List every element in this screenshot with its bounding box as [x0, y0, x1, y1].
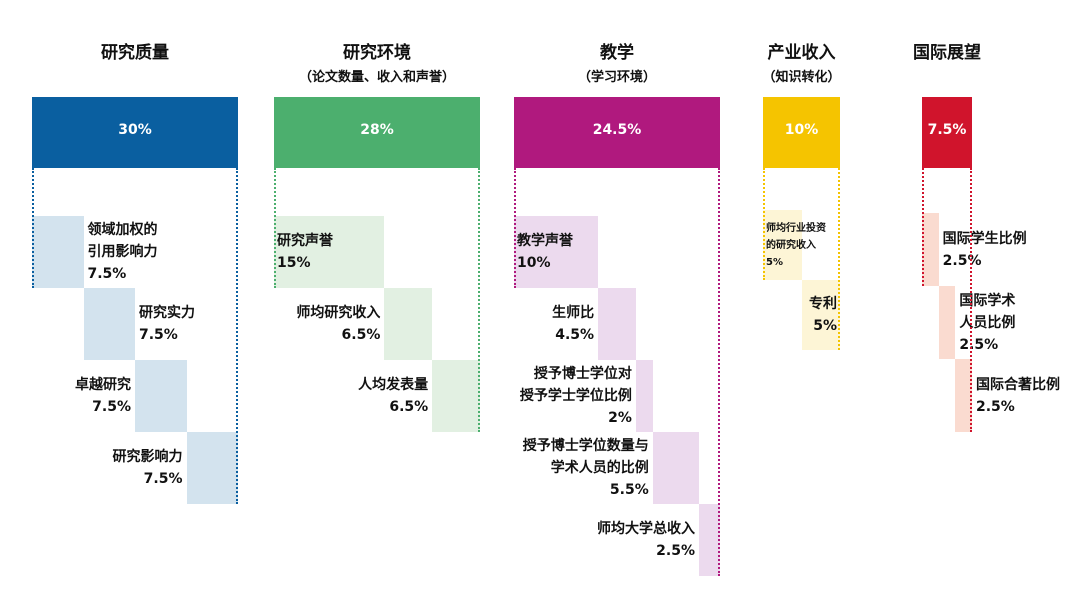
pillar-title: 产业收入 — [767, 43, 836, 63]
pillar-box — [274, 97, 480, 168]
item-label: 引用影响力 — [87, 244, 158, 260]
pillar-weight: 24.5% — [592, 122, 642, 138]
item-box — [763, 210, 802, 280]
item-label: 国际学术 — [959, 292, 1016, 309]
item-label: 授予学士学位比例 — [519, 388, 632, 404]
item-weight: 6.5% — [389, 399, 429, 415]
dotted-line — [32, 168, 34, 288]
item-box — [801, 280, 840, 350]
item-label: 师均研究收入 — [296, 305, 381, 321]
item-label: 的研究收入 — [766, 239, 816, 251]
item-label: 人均发表量 — [358, 377, 429, 393]
dotted-line — [838, 168, 840, 350]
pillar-weight: 30% — [118, 122, 152, 138]
pillar-subtitle: （知识转化） — [762, 70, 841, 85]
item-label: 师均行业投资 — [766, 222, 826, 234]
item-label: 研究声誉 — [277, 233, 333, 249]
item-box — [922, 213, 939, 286]
pillar-subtitle: （学习环境） — [577, 70, 656, 85]
item-weight: 5.5% — [609, 482, 649, 498]
pillar-weight: 10% — [784, 122, 819, 138]
pillar-title: 研究环境 — [343, 43, 411, 63]
item-label: 人员比例 — [959, 314, 1016, 331]
item-weight: 10% — [517, 255, 551, 271]
item-box — [135, 360, 187, 432]
item-label: 领域加权的 — [87, 222, 158, 238]
dotted-line — [718, 168, 720, 576]
dotted-line — [478, 168, 480, 432]
item-box — [186, 432, 238, 504]
item-box — [652, 432, 699, 504]
item-weight: 2.5% — [959, 336, 999, 353]
item-weight: 7.5% — [139, 327, 178, 343]
item-box — [32, 216, 84, 288]
pillar-subtitle: （论文数量、收入和声誉） — [298, 70, 455, 85]
item-label: 授予博士学位数量与 — [522, 438, 649, 454]
item-weight: 2.5% — [942, 252, 982, 269]
item-box — [514, 216, 599, 288]
pillar-title: 国际展望 — [913, 43, 981, 63]
item-box — [274, 216, 385, 288]
pillar-weight: 28% — [360, 122, 394, 138]
item-label: 国际合著比例 — [976, 376, 1060, 393]
item-weight: 7.5% — [87, 266, 127, 282]
item-weight: 2% — [608, 410, 632, 426]
dotted-line — [236, 168, 238, 504]
item-weight: 6.5% — [341, 327, 381, 343]
pillar-title: 教学 — [600, 43, 634, 63]
item-weight: 5% — [813, 318, 837, 334]
dotted-line — [514, 168, 516, 288]
item-label: 生师比 — [552, 305, 595, 321]
pillar-box — [922, 97, 972, 168]
pillar-weight: 7.5% — [927, 122, 967, 138]
pillar-box — [32, 97, 238, 168]
item-label: 卓越研究 — [75, 377, 131, 393]
item-weight: 4.5% — [555, 327, 595, 343]
item-label: 教学声誉 — [517, 233, 573, 249]
item-box — [384, 288, 433, 360]
item-label: 学术人员的比例 — [550, 460, 649, 476]
item-weight: 15% — [277, 255, 311, 271]
item-weight: 7.5% — [143, 471, 183, 487]
dotted-line — [763, 168, 765, 280]
pillar-box — [763, 97, 840, 168]
item-weight: 7.5% — [92, 399, 131, 415]
dotted-line — [970, 168, 972, 432]
item-box — [432, 360, 480, 432]
item-box — [955, 359, 972, 432]
item-label: 师均大学总收入 — [596, 521, 695, 537]
pillar-box — [514, 97, 720, 168]
item-box — [938, 286, 956, 359]
item-weight: 5% — [766, 256, 783, 268]
item-label: 授予博士学位对 — [533, 366, 632, 382]
item-label: 国际学生比例 — [942, 230, 1027, 247]
item-label: 研究实力 — [139, 305, 195, 321]
item-weight: 2.5% — [656, 543, 695, 559]
item-box — [635, 360, 653, 432]
item-weight: 2.5% — [976, 398, 1015, 415]
pillar-title: 研究质量 — [101, 43, 169, 63]
item-label: 研究影响力 — [112, 449, 183, 465]
dotted-line — [922, 168, 924, 286]
dotted-line — [274, 168, 276, 288]
item-box — [698, 504, 720, 576]
item-label: 专利 — [809, 296, 837, 312]
item-box — [83, 288, 135, 360]
item-box — [598, 288, 636, 360]
